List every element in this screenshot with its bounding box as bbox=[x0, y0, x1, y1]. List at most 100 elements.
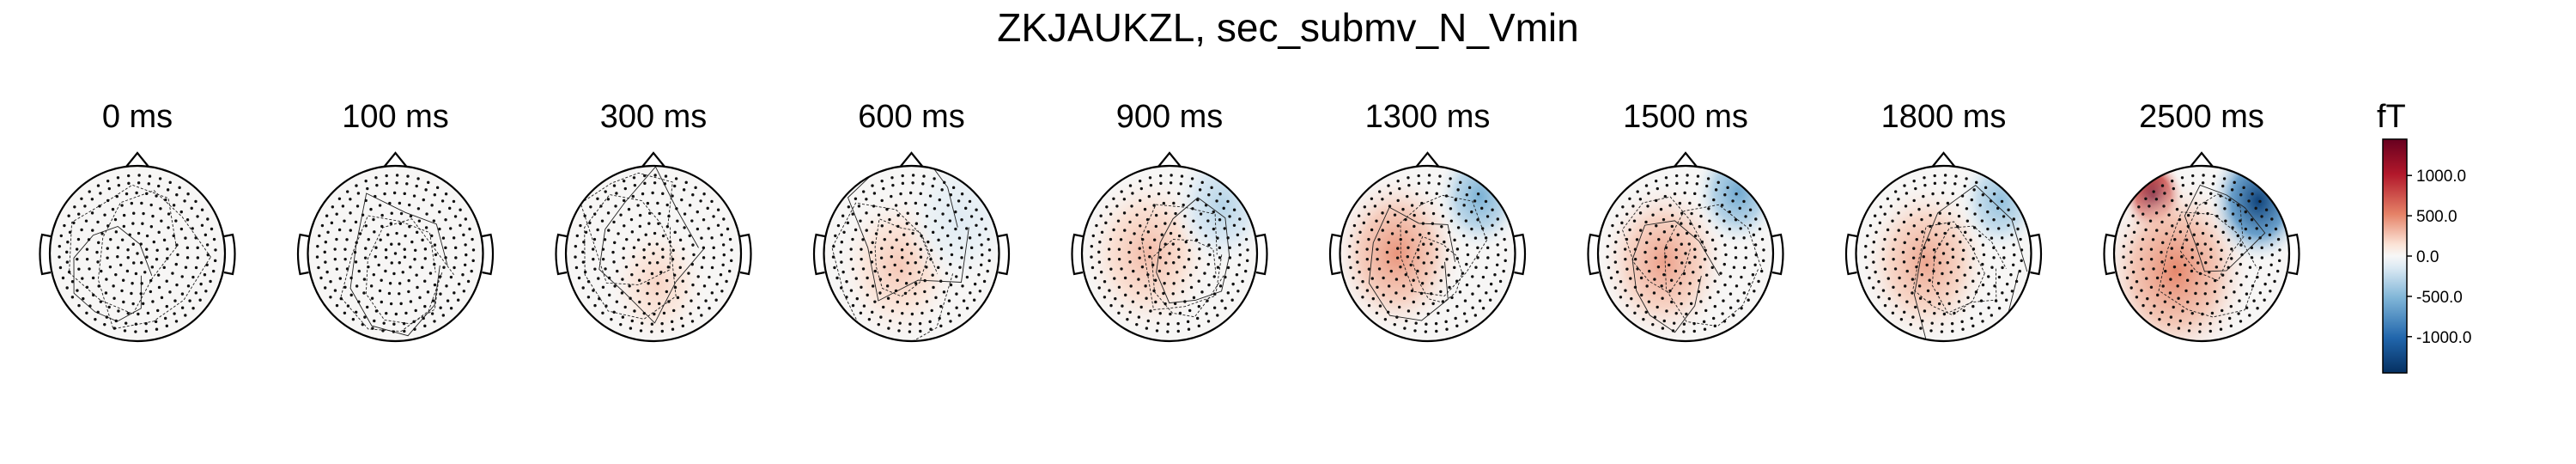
sensor-dot bbox=[1413, 329, 1417, 333]
sensor-dot bbox=[583, 214, 586, 217]
sensor-dot bbox=[1464, 219, 1468, 223]
sensor-dot bbox=[2172, 305, 2175, 309]
sensor-dot bbox=[184, 314, 187, 317]
sensor-dot bbox=[2173, 237, 2177, 241]
sensor-dot bbox=[1169, 231, 1173, 235]
sensor-dot bbox=[1439, 203, 1443, 207]
topomap-panel: 1500 ms bbox=[1587, 99, 1784, 343]
sensor-dot bbox=[706, 206, 709, 211]
sensor-dot bbox=[1443, 240, 1446, 244]
sensor-dot bbox=[1955, 278, 1959, 283]
sensor-dot bbox=[627, 207, 631, 211]
sensor-dot bbox=[1971, 324, 1975, 328]
sensor-dot bbox=[1169, 312, 1172, 316]
sensor-dot bbox=[2186, 224, 2190, 229]
sensor-dot bbox=[2176, 284, 2179, 288]
sensor-dot bbox=[433, 243, 437, 247]
sensor-dot bbox=[355, 284, 359, 288]
sensor-dot bbox=[681, 324, 685, 328]
sensor-dot bbox=[1742, 236, 1746, 240]
sensor-dot bbox=[1172, 282, 1176, 285]
sensor-dot bbox=[2010, 233, 2014, 237]
sensor-dot bbox=[2239, 320, 2243, 323]
sensor-dot bbox=[2012, 217, 2016, 221]
sensor-dot bbox=[604, 190, 607, 193]
sensor-dot bbox=[878, 278, 883, 281]
sensor-dot bbox=[625, 237, 629, 241]
sensor-dot bbox=[339, 296, 343, 301]
sensor-dot bbox=[1139, 186, 1144, 191]
sensor-dot bbox=[166, 257, 169, 260]
sensor-dot bbox=[1889, 205, 1893, 208]
sensor-dot bbox=[1607, 266, 1611, 270]
sensor-dot bbox=[895, 238, 898, 241]
sensor-dot bbox=[1155, 329, 1159, 333]
sensor-dot bbox=[1120, 267, 1123, 271]
sensor-dot bbox=[1644, 220, 1648, 224]
sensor-dot bbox=[1926, 289, 1930, 293]
sensor-dot bbox=[1389, 300, 1393, 303]
sensor-dot bbox=[890, 246, 894, 249]
sensor-dot bbox=[1154, 224, 1158, 229]
sensor-dot bbox=[405, 182, 409, 186]
sensor-dot bbox=[622, 198, 626, 203]
sensor-dot bbox=[403, 329, 406, 333]
sensor-dot bbox=[1723, 192, 1727, 197]
sensor-dot bbox=[1198, 188, 1202, 192]
sensor-dot bbox=[2236, 204, 2240, 207]
contour-line bbox=[1140, 204, 1223, 310]
sensor-dot bbox=[641, 269, 646, 273]
sensor-dot bbox=[1728, 292, 1733, 296]
sensor-dot bbox=[1732, 314, 1735, 317]
sensor-dot bbox=[1981, 243, 1985, 247]
sensor-dot bbox=[157, 285, 161, 290]
sensor-dot bbox=[166, 247, 169, 251]
sensor-dot bbox=[880, 198, 884, 203]
sensor-dot bbox=[1489, 282, 1493, 286]
sensor-dot bbox=[1144, 284, 1147, 288]
sensor-dot bbox=[96, 260, 100, 264]
sensor-dot bbox=[329, 279, 332, 284]
sensor-dot bbox=[653, 174, 657, 177]
sensor-dot bbox=[955, 306, 958, 309]
sensor-dot bbox=[690, 320, 695, 323]
sensor-dot bbox=[1883, 267, 1887, 271]
sensor-dot bbox=[1441, 266, 1444, 269]
nose-outline bbox=[1931, 151, 1956, 168]
sensor-dot bbox=[622, 247, 625, 250]
colorbar-tick-label: 1000.0 bbox=[2416, 168, 2466, 186]
sensor-dot bbox=[2258, 199, 2262, 204]
sensor-dot bbox=[2206, 211, 2209, 216]
sensor-dot bbox=[1676, 233, 1680, 236]
sensor-dot bbox=[871, 241, 874, 245]
sensor-dot bbox=[1748, 208, 1753, 211]
sensor-dot bbox=[2175, 207, 2179, 211]
sensor-dot bbox=[1747, 282, 1751, 286]
sensor-dot bbox=[722, 217, 726, 221]
sensor-dot bbox=[145, 255, 149, 259]
sensor-dot bbox=[1614, 241, 1618, 244]
sensor-dot bbox=[879, 315, 883, 319]
sensor-dot bbox=[2149, 285, 2154, 289]
sensor-dot bbox=[1189, 285, 1194, 290]
sensor-dot bbox=[1633, 285, 1637, 289]
sensor-dot bbox=[1935, 291, 1940, 296]
sensor-dot bbox=[2164, 269, 2167, 273]
sensor-dot bbox=[1914, 305, 1917, 309]
sensor-dot bbox=[358, 232, 362, 235]
sensor-dot bbox=[1216, 236, 1219, 240]
sensor-dot bbox=[946, 234, 950, 238]
sensor-dot bbox=[939, 257, 943, 260]
sensor-dot bbox=[1625, 267, 1629, 271]
sensor-dot bbox=[389, 222, 393, 225]
sensor-dot bbox=[1728, 227, 1732, 231]
sensor-dot bbox=[147, 182, 150, 186]
sensor-dot bbox=[2228, 198, 2232, 202]
sensor-dot bbox=[1203, 272, 1206, 275]
sensor-dot bbox=[1986, 227, 1990, 231]
sensor-dot bbox=[636, 238, 641, 241]
sensor-dot bbox=[126, 311, 130, 315]
sensor-dot bbox=[896, 224, 900, 229]
head-outline bbox=[823, 164, 1000, 343]
sensor-dot bbox=[2151, 238, 2155, 241]
